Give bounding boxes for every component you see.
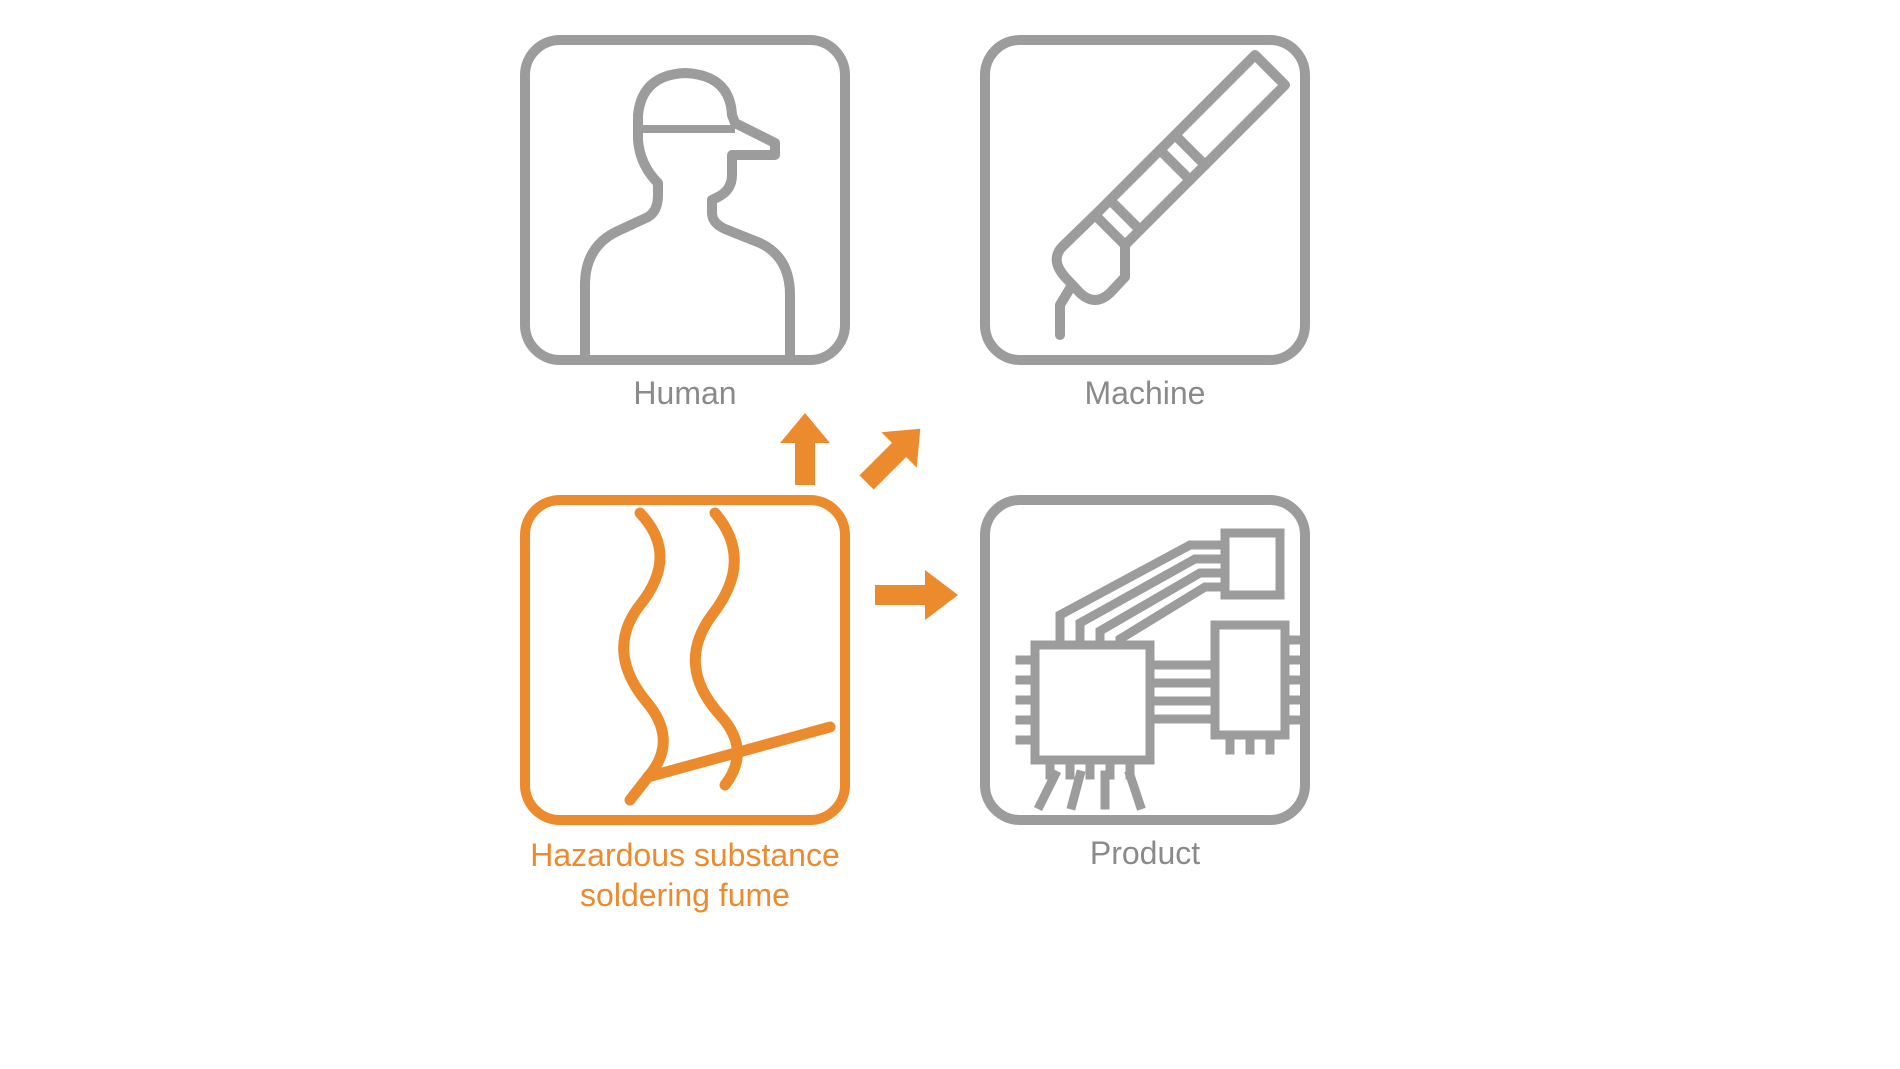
tile-human [520, 35, 850, 365]
arrow-diag [850, 415, 935, 500]
tile-machine [980, 35, 1310, 365]
label-human: Human [520, 375, 850, 412]
fume-icon [530, 505, 840, 815]
tile-product [980, 495, 1310, 825]
arrow-up [775, 413, 835, 488]
circuit-board-icon [990, 505, 1300, 815]
label-machine: Machine [980, 375, 1310, 412]
arrow-right [870, 565, 960, 625]
soldering-iron-icon [990, 45, 1300, 355]
soldering-fume-diagram: Human Machine Hazardous substance solder… [500, 35, 1400, 1035]
label-product: Product [980, 835, 1310, 872]
tile-fume [520, 495, 850, 825]
label-fume: Hazardous substance soldering fume [520, 835, 850, 915]
human-icon [530, 45, 840, 355]
